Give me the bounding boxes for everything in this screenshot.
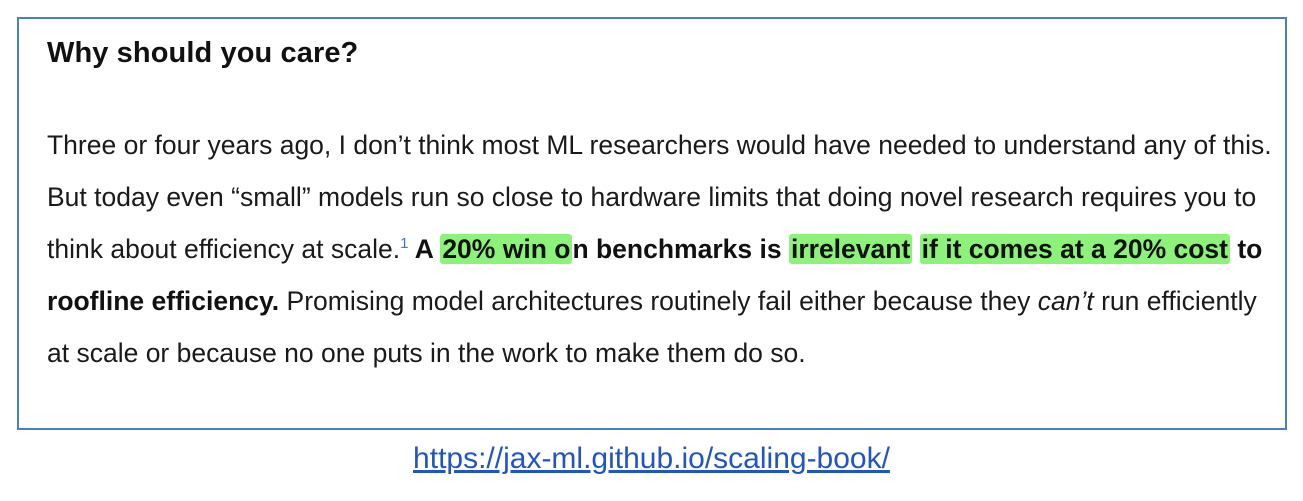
bold-space [912, 234, 919, 264]
body-paragraph: Three or four years ago, I don’t think m… [47, 119, 1272, 379]
highlight-irrelevant: irrelevant [788, 234, 913, 264]
quote-frame: Why should you care? Three or four years… [17, 17, 1287, 430]
bold-benchmarks-text: n benchmarks is [572, 234, 789, 264]
paragraph-text-middle: Promising model architectures routinely … [279, 286, 1038, 316]
bold-lead: A [408, 234, 441, 264]
paragraph-text-end: run efficiently at scale or because no o… [47, 286, 1257, 368]
source-url-link[interactable]: https://jax-ml.github.io/scaling-book/ [413, 442, 890, 475]
paragraph-text-intro: Three or four years ago, I don’t think m… [47, 130, 1272, 264]
footnote-link[interactable]: 1 [400, 235, 409, 253]
italic-cant: can’t [1037, 286, 1094, 316]
highlight-20-percent-win: 20% win o [440, 234, 573, 264]
section-heading: Why should you care? [47, 37, 359, 69]
highlight-20-percent-cost: if it comes at a 20% cost [919, 234, 1230, 264]
bold-roofline-text: to roofline efficiency. [47, 234, 1263, 316]
